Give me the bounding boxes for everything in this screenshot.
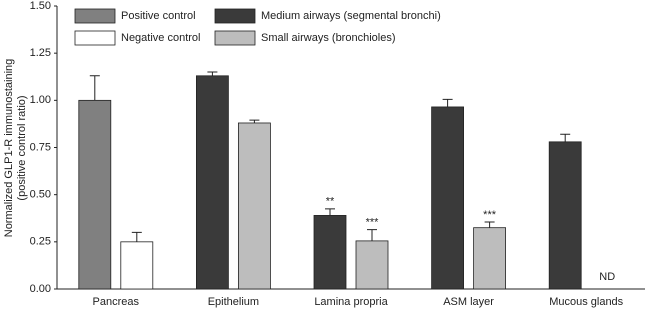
bar — [548, 141, 582, 290]
error-bar — [367, 229, 377, 241]
y-axis-label: Normalized GLP1-R immunostaining — [3, 59, 15, 238]
annotation: ** — [326, 196, 335, 208]
error-bar — [131, 231, 142, 242]
bar — [237, 122, 271, 290]
legend-label: Negative control — [121, 32, 201, 44]
bar — [313, 215, 347, 290]
error-bar — [325, 208, 335, 216]
y-tick-label: 0.50 — [30, 189, 51, 201]
bar — [78, 99, 112, 290]
error-bar — [442, 98, 453, 107]
legend-label: Positive control — [121, 10, 196, 22]
legend-swatch — [74, 30, 116, 46]
bar — [195, 75, 229, 290]
legend-swatch — [214, 30, 256, 46]
error-bar — [89, 75, 100, 101]
y-tick-label: 1.00 — [30, 94, 51, 106]
legend-label: Medium airways (segmental bronchi) — [261, 10, 441, 22]
y-tick-label: 1.50 — [30, 0, 51, 12]
legend-swatch — [214, 8, 256, 24]
error-bar — [249, 119, 260, 123]
annotation: *** — [366, 216, 380, 228]
error-bar — [207, 71, 218, 76]
legend-swatch — [74, 8, 116, 24]
error-bar — [484, 221, 495, 228]
annotation: ND — [599, 271, 615, 283]
y-tick-label: 1.25 — [30, 47, 51, 59]
bar — [355, 240, 389, 290]
x-tick-label: Mucous glands — [549, 296, 623, 308]
bar — [431, 106, 465, 290]
x-tick-label: Lamina propria — [314, 296, 388, 308]
bar — [473, 227, 507, 290]
x-tick-label: Epithelium — [208, 296, 259, 308]
bar — [120, 241, 154, 290]
y-tick-label: 0.25 — [30, 236, 51, 248]
y-tick-label: 0.00 — [30, 283, 51, 295]
x-tick-label: Pancreas — [93, 296, 140, 308]
legend-label: Small airways (bronchioles) — [261, 32, 396, 44]
x-tick-label: ASM layer — [443, 296, 494, 308]
y-axis-label: (positive control ratio) — [16, 95, 28, 200]
error-bar — [560, 133, 571, 142]
y-tick-label: 0.75 — [30, 141, 51, 153]
annotation: *** — [483, 209, 497, 221]
